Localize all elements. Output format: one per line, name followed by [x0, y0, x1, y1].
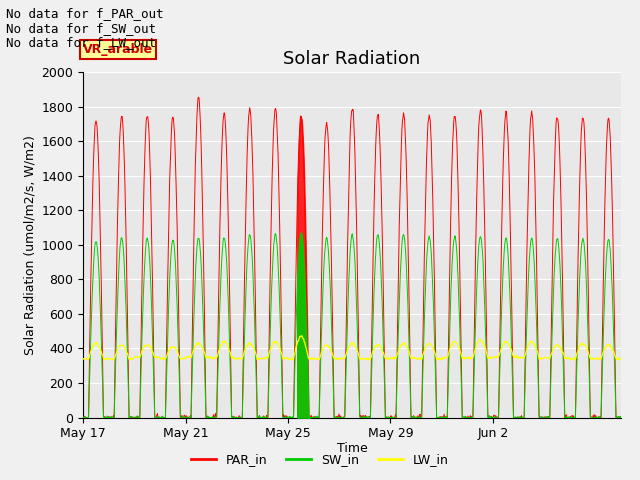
X-axis label: Time: Time — [337, 442, 367, 455]
Text: No data for f_SW_out: No data for f_SW_out — [6, 22, 156, 35]
Legend: PAR_in, SW_in, LW_in: PAR_in, SW_in, LW_in — [186, 448, 454, 471]
Text: No data for f_LW_out: No data for f_LW_out — [6, 36, 156, 49]
Title: Solar Radiation: Solar Radiation — [284, 49, 420, 68]
Text: VR_arable: VR_arable — [83, 43, 154, 56]
Text: No data for f_PAR_out: No data for f_PAR_out — [6, 7, 164, 20]
Y-axis label: Solar Radiation (umol/m2/s, W/m2): Solar Radiation (umol/m2/s, W/m2) — [23, 135, 36, 355]
